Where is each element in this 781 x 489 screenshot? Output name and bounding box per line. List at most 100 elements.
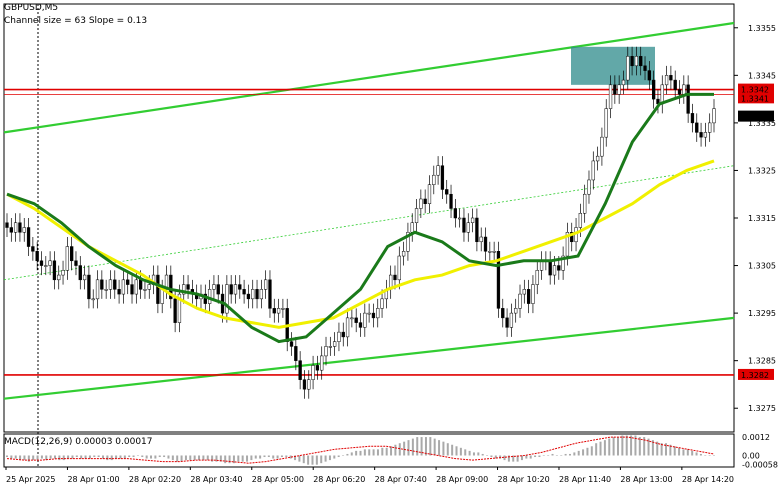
macd-bar: [202, 455, 205, 461]
macd-bar: [590, 446, 593, 456]
candle-body: [259, 289, 263, 300]
macd-bar: [429, 437, 432, 456]
candle-body: [518, 293, 522, 309]
candle-body: [104, 289, 108, 291]
macd-bar: [67, 455, 70, 459]
candle-body: [552, 265, 557, 276]
price-label-box: [738, 110, 774, 122]
candle-body: [591, 160, 595, 181]
macd-bar: [237, 455, 240, 462]
macd-bar: [634, 435, 637, 456]
price-tick-label: 1.3295: [748, 309, 776, 318]
macd-bar: [699, 453, 702, 456]
macd-bar: [490, 455, 493, 458]
macd-bar: [228, 455, 231, 464]
macd-bar: [115, 455, 118, 459]
macd-bar: [224, 455, 227, 464]
macd-panel-frame: [3, 433, 735, 468]
macd-bar: [189, 455, 192, 461]
candle-body: [617, 84, 621, 95]
price-label-text: 1.3341: [741, 94, 769, 103]
candle-body: [492, 251, 496, 253]
macd-bar: [595, 443, 598, 456]
macd-bar: [263, 455, 266, 458]
macd-bar: [342, 455, 345, 456]
macd-bar: [695, 452, 698, 456]
time-tick-label: 28 Apr 10:20: [498, 475, 550, 484]
macd-bar: [411, 438, 414, 456]
macd-bar: [128, 455, 131, 458]
macd-bar: [36, 455, 39, 461]
candle-body: [708, 122, 712, 133]
candle-body: [156, 274, 160, 304]
candle-body: [39, 260, 44, 266]
candle-body: [630, 56, 634, 67]
macd-bar: [459, 447, 462, 456]
macd-bar: [682, 449, 685, 456]
candle-body: [242, 289, 246, 295]
candle-body: [583, 193, 587, 214]
macd-bar: [678, 447, 681, 456]
macd-bar: [368, 449, 371, 456]
macd-bar: [564, 453, 567, 456]
macd-bar: [355, 450, 358, 456]
macd-bar: [171, 455, 174, 461]
candle-body: [52, 260, 57, 281]
candle-body: [182, 284, 186, 295]
macd-bar: [232, 455, 235, 464]
candle-body: [677, 89, 682, 95]
candle-body: [108, 279, 113, 290]
candle-body: [419, 198, 423, 209]
macd-bar: [385, 447, 388, 456]
macd-bar: [259, 455, 262, 459]
candle-body: [272, 308, 276, 314]
candle-body: [354, 317, 358, 323]
macd-bar: [80, 455, 83, 459]
candle-body: [595, 155, 600, 162]
candle-body: [673, 79, 677, 90]
ma-green-line: [6, 92, 714, 344]
candle-body: [522, 289, 526, 295]
macd-bar: [394, 444, 397, 456]
macd-bar: [289, 455, 292, 459]
candle-body: [212, 284, 216, 290]
candle-body: [664, 75, 669, 86]
candle-body: [401, 251, 406, 257]
candle-body: [363, 312, 367, 328]
macd-bar: [494, 455, 497, 459]
candle-body: [436, 165, 440, 176]
price-tick-label: 1.3355: [748, 24, 776, 33]
macd-bar: [542, 455, 545, 456]
channel-middle-line: [3, 165, 735, 281]
channel-info-label: Channel size = 63 Slope = 0.13: [4, 16, 148, 26]
macd-bar: [10, 455, 13, 459]
candle-body: [565, 232, 570, 257]
candle-body: [462, 217, 466, 233]
candle-body: [557, 265, 561, 271]
time-tick-label: 28 Apr 13:00: [620, 475, 672, 484]
macd-bar: [512, 455, 515, 462]
candle-body: [626, 56, 630, 81]
macd-bar: [93, 455, 96, 458]
macd-bar: [503, 455, 506, 461]
macd-bar: [586, 447, 589, 456]
macd-bar: [184, 455, 187, 461]
candle-body: [651, 79, 656, 100]
candle-body: [639, 56, 643, 67]
macd-bar: [328, 455, 331, 461]
macd-bar: [372, 449, 375, 456]
channel-upper-line: [3, 21, 735, 134]
candle-body: [496, 251, 501, 309]
macd-bar: [438, 440, 441, 456]
price-tick-label: 1.3315: [748, 214, 776, 223]
macd-bar: [337, 455, 340, 458]
macd-bar: [603, 440, 606, 456]
macd-bar: [477, 452, 480, 456]
macd-bar: [638, 437, 641, 456]
candle-body: [423, 198, 427, 204]
candle-body: [268, 279, 272, 309]
candle-body: [134, 279, 138, 295]
candle-body: [328, 346, 332, 348]
time-tick-label: 28 Apr 09:00: [436, 475, 488, 484]
macd-bar: [704, 455, 707, 456]
